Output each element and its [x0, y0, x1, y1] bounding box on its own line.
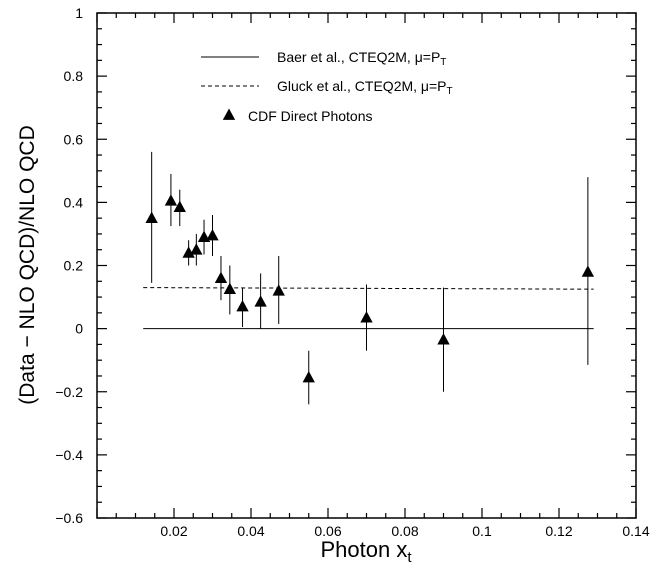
- x-tick-label: 0.14: [622, 523, 649, 539]
- x-tick-label: 0.08: [391, 523, 418, 539]
- data-point-triangle: [437, 333, 450, 345]
- legend-label-text: Gluck et al., CTEQ2M, μ=P: [277, 78, 447, 94]
- data-point-triangle: [223, 282, 236, 295]
- y-tick-label: 0.6: [64, 131, 84, 147]
- data-point-triangle: [581, 265, 595, 277]
- data-point-triangle: [145, 211, 158, 224]
- x-tick-label: 0.12: [545, 523, 572, 539]
- y-axis-title: (Data − NLO QCD)/NLO QCD: [16, 125, 39, 404]
- legend-label-gluck: Gluck et al., CTEQ2M, μ=PT: [277, 78, 453, 97]
- data-point-triangle: [236, 300, 249, 312]
- data-point-triangle: [360, 311, 373, 323]
- gluck-curve: [143, 287, 594, 290]
- legend-label-baer: Baer et al., CTEQ2M, μ=PT: [277, 49, 446, 68]
- data-point-triangle: [182, 246, 195, 258]
- data-point-triangle: [173, 200, 186, 212]
- legend-label-subscript: T: [440, 57, 446, 68]
- y-tick-label: 1: [75, 5, 83, 21]
- data-point-triangle: [206, 229, 219, 241]
- y-tick-label: 0: [75, 321, 83, 337]
- legend-label-text: CDF Direct Photons: [248, 108, 372, 124]
- data-point-triangle: [164, 194, 178, 206]
- axis-ticks: [96, 12, 637, 519]
- legend-label-cdf: CDF Direct Photons: [248, 108, 372, 124]
- x-tick-labels: 0.02 0.04 0.06 0.08 0.1 0.12 0.14: [160, 523, 649, 539]
- data-point-triangle: [190, 243, 203, 255]
- y-tick-label: 0.4: [64, 194, 84, 210]
- y-tick-label: 0.2: [64, 258, 84, 274]
- legend-label-subscript: T: [447, 86, 453, 97]
- x-tick-label: 0.04: [237, 523, 264, 539]
- data-point-triangle: [272, 284, 285, 296]
- legend-swatch-triangle: [222, 108, 236, 120]
- x-axis-title: Photon xt: [320, 537, 412, 566]
- data-point-triangle: [214, 271, 228, 283]
- y-tick-label: −0.2: [55, 384, 83, 400]
- data-point-triangle: [254, 295, 267, 307]
- model-curves: [143, 287, 594, 330]
- data-series-cdf-direct-photons: [145, 151, 595, 405]
- y-tick-labels: −0.6 −0.4 −0.2 0 0.2 0.4 0.6 0.8 1: [55, 5, 83, 526]
- y-tick-label: −0.4: [55, 447, 83, 463]
- y-tick-label: 0.8: [64, 68, 84, 84]
- x-axis-title-sub: t: [407, 549, 412, 566]
- x-tick-label: 0.02: [160, 523, 187, 539]
- data-point-triangle: [302, 371, 315, 383]
- x-axis-title-main: Photon x: [320, 537, 407, 562]
- y-tick-label: −0.6: [55, 510, 83, 526]
- x-tick-label: 0.1: [472, 523, 492, 539]
- x-tick-label: 0.06: [314, 523, 341, 539]
- legend-label-text: Baer et al., CTEQ2M, μ=P: [277, 49, 440, 65]
